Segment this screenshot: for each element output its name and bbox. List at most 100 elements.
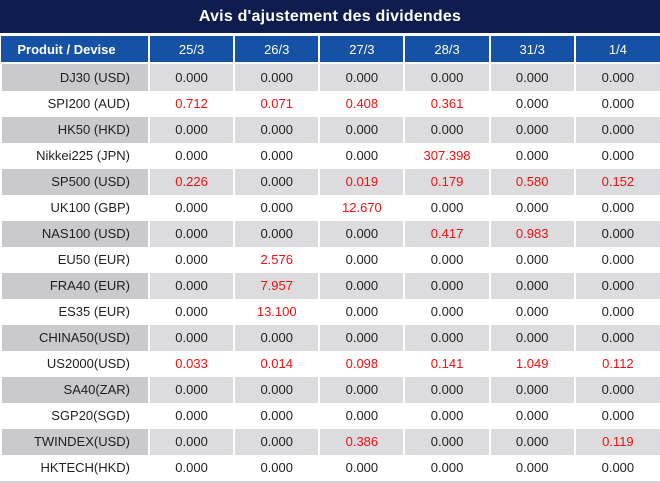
- value-cell: 0.983: [489, 220, 576, 247]
- table-row: FRA40 (EUR) 0.000 7.957 0.000 0.000 0.000 0.00…: [0, 272, 660, 299]
- product-name: Nikkei225 (JPN): [0, 142, 150, 169]
- value-cell: 12.670: [319, 194, 406, 221]
- value-cell: 0.000: [404, 116, 491, 143]
- product-name: CHINA50(USD): [0, 324, 150, 351]
- value-cell: 1.049: [489, 350, 576, 377]
- value-cell: 0.000: [149, 220, 236, 247]
- value-cell: 0.000: [149, 428, 236, 455]
- table-row: Nikkei225 (JPN) 0.000 0.000 0.000 307.398 0.0…: [0, 142, 660, 169]
- table-row: EU50 (EUR) 0.000 2.576 0.000 0.000 0.000 0.000: [0, 246, 660, 273]
- table-row: UK100 (GBP) 0.000 0.000 12.670 0.000 0.000 0.0…: [0, 194, 660, 221]
- value-cell: 0.000: [489, 454, 576, 481]
- value-cell: 0.000: [149, 246, 236, 273]
- value-cell: 0.000: [149, 63, 236, 91]
- value-cell: 0.112: [602, 356, 634, 372]
- value-cell: 0.179: [404, 168, 491, 195]
- value-cell: 0.000: [149, 194, 236, 221]
- value-cell: 0.000: [149, 402, 236, 429]
- value-cell: 0.000: [601, 408, 635, 424]
- value-cell: 0.000: [319, 376, 406, 403]
- value-cell: 0.000: [234, 454, 321, 481]
- product-name: DJ30 (USD): [0, 63, 150, 91]
- table-row: SPI200 (AUD) 0.712 0.071 0.408 0.361 0.000 0.0…: [0, 90, 660, 117]
- product-name: US2000(USD): [0, 350, 150, 377]
- value-cell: 0.000: [601, 278, 635, 294]
- product-name: HK50 (HKD): [0, 116, 150, 143]
- value-cell: 0.000: [234, 376, 321, 403]
- page-title: Avis d'ajustement des dividendes: [0, 0, 660, 33]
- table-row: NAS100 (USD) 0.000 0.000 0.000 0.417 0.983 0.0…: [0, 220, 660, 247]
- value-cell: 0.000: [489, 246, 576, 273]
- table-row: SP500 (USD) 0.226 0.000 0.019 0.179 0.580 0.15…: [0, 168, 660, 195]
- product-column-header: Produit / Devise: [1, 36, 150, 63]
- product-name: SGP20(SGD): [0, 402, 150, 429]
- value-cell: 0.000: [319, 324, 406, 351]
- value-cell: 0.000: [489, 142, 576, 169]
- value-cell: 0.000: [234, 428, 321, 455]
- value-cell: 0.000: [404, 376, 491, 403]
- value-cell: 0.000: [601, 226, 635, 242]
- value-cell: 0.000: [601, 330, 635, 346]
- value-cell: 0.226: [149, 168, 236, 195]
- value-cell: 0.000: [601, 122, 635, 138]
- value-cell: 0.000: [489, 298, 576, 325]
- dividends-table: Produit / Devise 25/3 26/3 27/3 28/3 31/3 1/4 …: [0, 36, 660, 481]
- table-row: TWINDEX(USD) 0.000 0.000 0.386 0.000 0.000 0.1…: [0, 428, 660, 455]
- value-cell: 0.000: [489, 194, 576, 221]
- date-column-header: 1/4: [574, 36, 660, 63]
- value-cell: 0.000: [601, 200, 635, 216]
- value-cell: 0.014: [234, 350, 321, 377]
- table-row: CHINA50(USD) 0.000 0.000 0.000 0.000 0.000 0.0…: [0, 324, 660, 351]
- value-cell: 307.398: [404, 142, 491, 169]
- product-name: HKTECH(HKD): [0, 454, 150, 481]
- value-cell: 0.000: [234, 168, 321, 195]
- value-cell: 0.000: [234, 116, 321, 143]
- value-cell: 0.000: [319, 402, 406, 429]
- table-body: DJ30 (USD) 0.000 0.000 0.000 0.000 0.000 0.000…: [0, 63, 660, 481]
- value-cell: 0.000: [489, 90, 576, 117]
- value-cell: 0.000: [404, 194, 491, 221]
- value-cell: 0.386: [319, 428, 406, 455]
- value-cell: 0.019: [319, 168, 406, 195]
- product-name: EU50 (EUR): [0, 246, 150, 273]
- value-cell: 0.000: [234, 220, 321, 247]
- value-cell: 2.576: [234, 246, 321, 273]
- table-row: US2000(USD) 0.033 0.014 0.098 0.141 1.049 0.11…: [0, 350, 660, 377]
- value-cell: 0.000: [234, 63, 321, 91]
- value-cell: 0.000: [601, 96, 635, 112]
- value-cell: 0.000: [489, 272, 576, 299]
- header-row: Produit / Devise 25/3 26/3 27/3 28/3 31/3 1/4: [1, 36, 660, 63]
- value-cell: 0.000: [404, 298, 491, 325]
- product-name: SP500 (USD): [0, 168, 150, 195]
- value-cell: 0.000: [149, 116, 236, 143]
- value-cell: 0.141: [404, 350, 491, 377]
- value-cell: 0.000: [404, 246, 491, 273]
- table-row: HKTECH(HKD) 0.000 0.000 0.000 0.000 0.000 0.00…: [0, 454, 660, 481]
- value-cell: 0.000: [489, 402, 576, 429]
- value-cell: 0.408: [319, 90, 406, 117]
- value-cell: 0.033: [149, 350, 236, 377]
- value-cell: 0.000: [149, 376, 236, 403]
- value-cell: 0.000: [404, 428, 491, 455]
- value-cell: 0.000: [601, 148, 635, 164]
- value-cell: 0.000: [404, 272, 491, 299]
- value-cell: 0.000: [319, 142, 406, 169]
- value-cell: 0.000: [319, 454, 406, 481]
- table-row: DJ30 (USD) 0.000 0.000 0.000 0.000 0.000 0.000: [0, 63, 660, 91]
- value-cell: 0.000: [601, 69, 635, 85]
- product-name: ES35 (EUR): [0, 298, 150, 325]
- value-cell: 0.000: [319, 220, 406, 247]
- date-column-header: 31/3: [489, 36, 576, 63]
- value-cell: 0.000: [601, 252, 635, 268]
- value-cell: 0.000: [601, 460, 635, 476]
- value-cell: 0.000: [489, 63, 576, 91]
- date-column-header: 26/3: [234, 36, 321, 63]
- product-name: UK100 (GBP): [0, 194, 150, 221]
- value-cell: 0.000: [404, 63, 491, 91]
- value-cell: 0.000: [404, 454, 491, 481]
- value-cell: 0.000: [149, 272, 236, 299]
- value-cell: 0.361: [404, 90, 491, 117]
- value-cell: 0.000: [601, 382, 635, 398]
- value-cell: 0.000: [319, 272, 406, 299]
